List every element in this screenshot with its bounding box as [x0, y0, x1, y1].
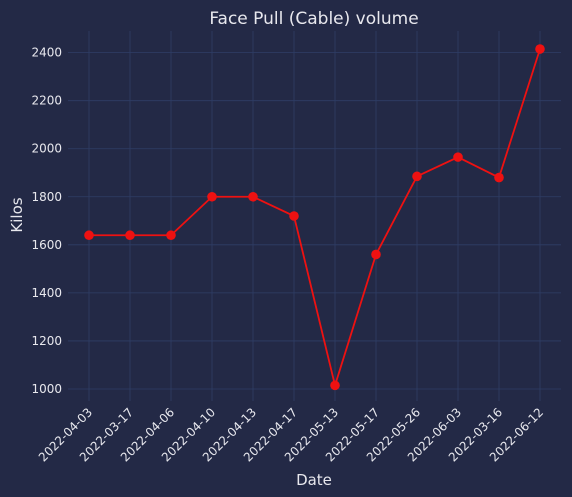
data-point: [371, 249, 381, 260]
y-tick-label: 2200: [31, 94, 62, 108]
series-volume: [84, 44, 545, 391]
data-point: [248, 191, 258, 202]
data-point: [535, 44, 545, 54]
data-point: [412, 171, 422, 182]
y-tick-label: 1000: [31, 382, 62, 396]
data-point: [125, 230, 135, 241]
y-tick-label: 1800: [31, 190, 62, 204]
series-line: [89, 48, 541, 389]
data-point: [453, 152, 463, 162]
y-tick-label: 2000: [31, 142, 62, 156]
data-point: [330, 380, 340, 391]
data-point: [494, 172, 504, 183]
chart-title: Face Pull (Cable) volume: [209, 9, 418, 29]
grid-lines: [68, 31, 561, 401]
data-point: [166, 230, 176, 241]
y-tick-label: 1200: [31, 334, 62, 348]
x-axis-label: Date: [296, 471, 332, 489]
data-point: [289, 211, 299, 221]
y-axis-label: Kilos: [8, 197, 26, 232]
y-tick-label: 2400: [31, 46, 62, 60]
y-tick-label: 1600: [31, 238, 62, 252]
data-point: [84, 230, 94, 241]
y-tick-label: 1400: [31, 286, 62, 300]
data-point: [207, 191, 217, 202]
y-axis-ticks: 1000 1200 1400 1600 1800 2000 2200 2400: [31, 46, 62, 396]
